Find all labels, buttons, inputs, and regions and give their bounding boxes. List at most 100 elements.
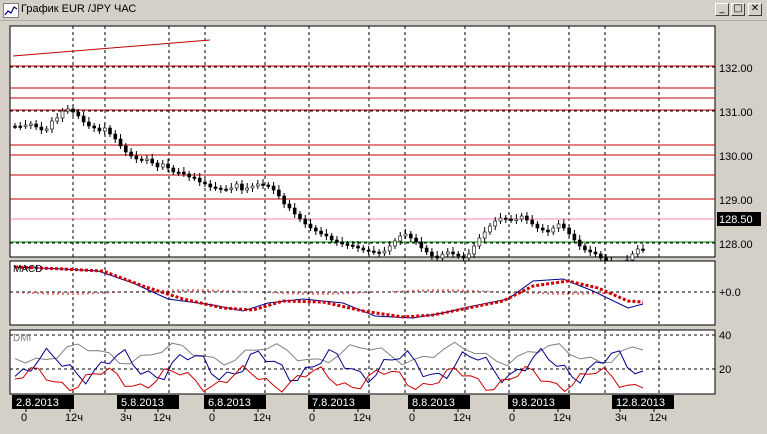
candle-body [23,124,28,127]
price-tick-129: 129.00 [719,195,753,207]
candle-body [546,229,550,233]
date-label-box [612,395,674,409]
hour-labels: 0 12ч 3ч 12ч 0 12ч 0 12ч 0 12ч 0 12ч 3ч 12ч [21,409,667,424]
dmi-minus-line [14,364,644,393]
current-price-box [717,212,761,226]
dmi-grid [10,330,715,394]
candle-body [535,223,540,229]
candle-body [435,255,439,259]
candle-body [514,218,519,221]
candle-body [271,185,276,191]
maximize-button[interactable]: □ [731,3,745,16]
candle-body [108,127,112,135]
candle-body [319,230,323,235]
macd-lines [14,265,644,319]
candle-body [55,117,60,122]
minimize-button[interactable]: _ [715,3,729,16]
candle-body [519,215,524,220]
candle-body [160,163,165,168]
candle-body [76,111,81,117]
candle-body [414,237,418,243]
candle-body [377,251,381,254]
candle-body [398,235,403,242]
macd-label: MACD [13,264,42,275]
candle-body [588,249,593,253]
hour-label: 12ч [253,412,271,424]
candle-body [408,233,413,239]
candle-body [245,187,250,191]
candle-body [282,195,286,205]
candle-body [509,218,513,221]
candle-body [393,240,397,247]
adx-line [14,341,644,367]
candle-body [630,253,635,261]
candle-body [129,151,133,157]
close-button[interactable]: ✕ [748,3,762,16]
candle-body [540,227,545,231]
candle-body [598,253,603,259]
date-label: 2.8.2013 [16,397,59,409]
candle-body [150,158,155,164]
candle-body [13,125,17,128]
candle-body [430,251,434,257]
candle-body [229,187,234,190]
chart-canvas[interactable]: 132.00 131.00 130.00 129.00 128.00 128.5… [3,21,764,429]
macd-zero-label: +0.0 [719,287,741,299]
candle-body [65,108,70,112]
candle-body [350,244,355,247]
candle-body [192,176,197,179]
trend-line [12,39,211,57]
date-label-box [508,395,570,409]
candle-body [71,108,75,113]
hour-label: 0 [309,412,315,424]
candle-body [87,121,91,127]
candle-body [166,163,170,169]
candle-body [81,115,86,123]
candle-body [345,243,350,246]
hour-label: 0 [409,412,415,424]
candle-body [387,245,392,252]
macd-signal-line [14,265,644,319]
candle-body [356,245,360,249]
candle-body [44,128,49,131]
window-title: График EUR /JPY ЧАС [21,3,137,15]
candle-body [467,253,471,259]
candle-body [567,227,571,235]
candle-body [456,253,461,257]
candle-body [187,173,191,178]
candle-body [419,241,424,249]
candle-body [298,213,302,220]
window-titlebar[interactable]: График EUR /JPY ЧАС _ □ ✕ [0,0,767,21]
candle-body [335,239,339,243]
candle-body [329,235,334,241]
candle-body [97,127,102,132]
candle-body [234,183,239,189]
candle-body [314,227,318,232]
candle-body [461,255,466,259]
candle-body [277,189,281,197]
candle-body [292,207,297,215]
price-tick-128: 128.00 [719,239,753,251]
price-tick-131: 131.00 [719,107,753,119]
candle-body [113,133,118,140]
candle-body [424,247,429,253]
candle-body [366,249,371,252]
candle-body [472,245,476,255]
candle-body [197,177,202,183]
candle-body [530,219,534,225]
candle-body [60,110,65,119]
candle-body [593,251,598,255]
candle-body [266,184,271,187]
price-tick-130: 130.00 [719,151,753,163]
candle-body [39,126,44,131]
date-label: 6.8.2013 [208,397,251,409]
price-level-lines [10,39,715,243]
hour-label: 12ч [65,412,83,424]
candle-body [308,223,313,229]
candle-body [482,231,487,239]
hour-label: 12ч [553,412,571,424]
candle-body [583,245,587,251]
candle-body [261,183,265,186]
candle-body [488,225,492,233]
current-price-label: 128.50 [719,214,753,226]
